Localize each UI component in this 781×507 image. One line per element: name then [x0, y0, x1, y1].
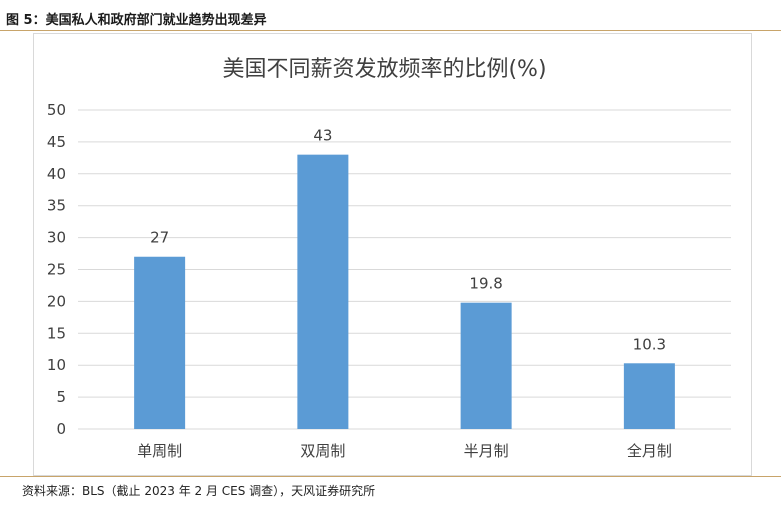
data-label: 43: [313, 127, 332, 145]
y-tick-label: 35: [47, 197, 66, 215]
y-tick-label: 50: [47, 101, 66, 119]
bar: [297, 154, 349, 429]
y-tick-label: 0: [56, 420, 66, 438]
y-tick-label: 40: [47, 165, 66, 183]
data-label: 27: [150, 229, 169, 247]
x-tick-label: 全月制: [627, 442, 672, 460]
data-label: 19.8: [469, 275, 502, 293]
y-tick-label: 25: [47, 261, 66, 279]
bar: [623, 363, 675, 429]
top-divider: [0, 30, 781, 31]
bottom-divider: [0, 476, 781, 477]
bar: [134, 256, 186, 429]
y-tick-label: 45: [47, 133, 66, 151]
y-tick-label: 10: [47, 356, 66, 374]
y-tick-label: 30: [47, 229, 66, 247]
y-tick-label: 5: [56, 388, 66, 406]
source-note: 资料来源：BLS（截止 2023 年 2 月 CES 调查），天风证券研究所: [22, 484, 376, 498]
figure-title: 图 5：美国私人和政府部门就业趋势出现差异: [6, 13, 267, 28]
chart-area: 美国不同薪资发放频率的比例(%) 0 5 10 15 20 25 30 35 40 45 50 27 单周…: [33, 33, 752, 476]
y-tick-label: 20: [47, 292, 66, 310]
data-label: 10.3: [633, 335, 666, 353]
chart-title: 美国不同薪资发放频率的比例(%): [222, 57, 546, 82]
y-tick-label: 15: [47, 324, 66, 342]
bar-chart: 美国不同薪资发放频率的比例(%) 0 5 10 15 20 25 30 35 40 45 50 27 单周…: [47, 57, 731, 460]
bar: [460, 302, 512, 429]
x-tick-label: 双周制: [300, 442, 345, 460]
x-tick-label: 半月制: [464, 442, 509, 460]
x-tick-label: 单周制: [137, 442, 182, 460]
